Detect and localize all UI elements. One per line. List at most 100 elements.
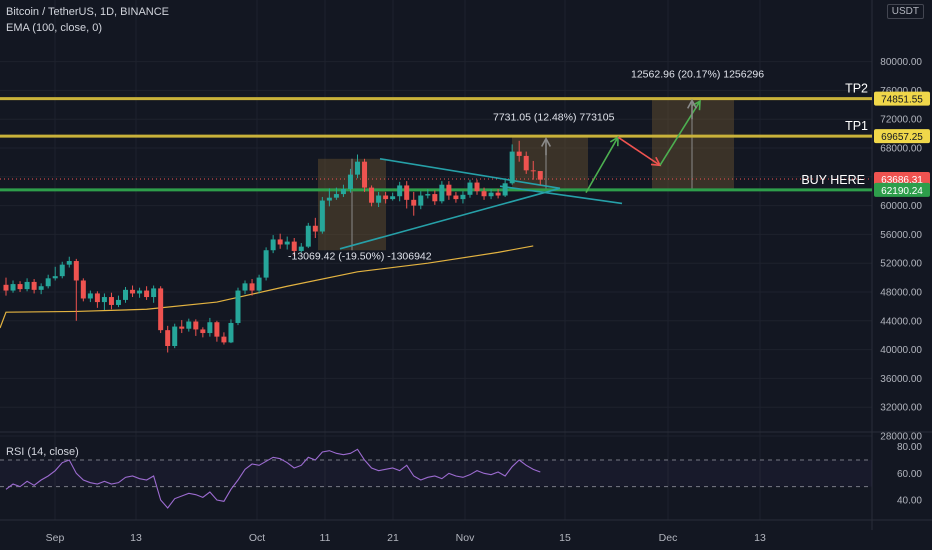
candle-body — [235, 290, 241, 323]
candle-body — [383, 195, 389, 200]
candle-body — [200, 329, 206, 334]
projection-arrow-up-2 — [659, 100, 701, 166]
candle-body — [263, 250, 269, 278]
candle-body — [144, 290, 150, 298]
candle-body — [488, 192, 494, 197]
candle-body — [340, 189, 346, 195]
candle-body — [453, 195, 459, 200]
triangle-extension — [499, 185, 623, 205]
rsi-band — [0, 460, 872, 487]
triangle-upper — [379, 158, 561, 190]
candle-body — [214, 322, 220, 337]
price-tick-label: 28000.00 — [880, 432, 922, 443]
ema-indicator-label: EMA (100, close, 0) — [6, 22, 102, 34]
candle-body — [446, 184, 452, 196]
candle-body — [502, 183, 508, 196]
rsi-tick-label: 40.00 — [897, 496, 922, 507]
candle-body — [10, 284, 16, 291]
candle-body — [130, 289, 136, 294]
price-tick-label: 40000.00 — [880, 345, 922, 356]
candle-body — [376, 195, 382, 203]
time-tick-label: 13 — [130, 532, 142, 544]
candle-body — [277, 239, 283, 245]
candle-body — [530, 170, 536, 172]
price-tick-label: 68000.00 — [880, 144, 922, 155]
candle-body — [319, 200, 325, 232]
time-tick-label: Sep — [46, 532, 65, 544]
candle-body — [242, 283, 248, 291]
price-badge-current: 63686.31 — [881, 175, 923, 186]
candle-body — [137, 290, 143, 294]
time-tick-label: Nov — [456, 532, 475, 544]
candle-body — [312, 225, 318, 232]
candle-body — [523, 155, 529, 171]
time-tick-label: 15 — [559, 532, 571, 544]
candle-body — [66, 261, 72, 265]
candle-body — [347, 174, 353, 190]
candle-body — [31, 281, 37, 290]
candle-body — [326, 197, 332, 201]
candle-body — [193, 321, 199, 330]
rsi-indicator-label: RSI (14, close) — [6, 446, 79, 458]
time-tick-label: 21 — [387, 532, 399, 544]
rsi-tick-label: 60.00 — [897, 469, 922, 480]
price-tick-label: 48000.00 — [880, 288, 922, 299]
candle-body — [80, 280, 86, 299]
time-tick-label: 11 — [320, 532, 331, 544]
price-badge-buy-bg — [874, 182, 930, 197]
candle-body — [228, 322, 234, 343]
time-tick-label: Dec — [659, 532, 678, 544]
level-label-3: BUY HERE — [801, 173, 865, 187]
candle-body — [52, 276, 58, 279]
candle-body — [537, 171, 543, 180]
price-tick-label: 76000.00 — [880, 86, 922, 97]
candle-body — [17, 284, 23, 290]
time-tick-label: Oct — [249, 532, 265, 544]
candle-body — [123, 289, 129, 300]
candle-body — [291, 241, 297, 251]
candle-body — [439, 184, 445, 202]
candle-body — [24, 281, 30, 290]
candle-body — [38, 286, 44, 290]
candle-body — [165, 330, 171, 346]
chart-title: Bitcoin / TetherUS, 1D, BINANCE — [6, 6, 170, 18]
candle-body — [305, 225, 311, 247]
triangle-lower — [339, 187, 561, 250]
candle-body — [87, 293, 93, 299]
candle-body — [73, 261, 79, 281]
price-badge-tp1-bg — [874, 129, 930, 144]
annotation-right: 12562.96 (20.17%) 1256296 — [631, 68, 764, 80]
projection-arrow-up-1 — [585, 136, 619, 194]
candle-body — [425, 194, 431, 196]
price-tick-label: 44000.00 — [880, 316, 922, 327]
candle-body — [390, 196, 396, 200]
candle-body — [179, 326, 185, 329]
candle-body — [59, 264, 65, 277]
candle-body — [207, 322, 213, 334]
candle-body — [101, 297, 107, 303]
candle-body — [151, 288, 157, 298]
candle-body — [108, 297, 114, 305]
candle-body — [418, 195, 424, 206]
currency-selector[interactable]: USDT — [886, 4, 924, 19]
candle-body — [284, 241, 290, 245]
candle-body — [115, 299, 121, 305]
price-tick-label: 80000.00 — [880, 57, 922, 68]
candle-body — [481, 191, 487, 197]
candle-body — [467, 182, 473, 195]
candle-body — [516, 151, 522, 156]
annotation-mid: 7731.05 (12.48%) 773105 — [493, 112, 615, 124]
candle-body — [460, 194, 466, 200]
annotation-left: -13069.42 (-19.50%) -1306942 — [288, 251, 432, 263]
price-tick-label: 36000.00 — [880, 374, 922, 385]
price-badge-tp2-bg — [874, 91, 930, 106]
projection-arrow-down — [617, 136, 661, 166]
price-badge-tp1: 69657.25 — [881, 132, 923, 143]
time-tick-label: 13 — [754, 532, 766, 544]
rsi-line — [5, 448, 541, 509]
level-label-1: TP2 — [845, 82, 868, 96]
candle-body — [172, 326, 178, 346]
price-tick-label: 32000.00 — [880, 403, 922, 414]
